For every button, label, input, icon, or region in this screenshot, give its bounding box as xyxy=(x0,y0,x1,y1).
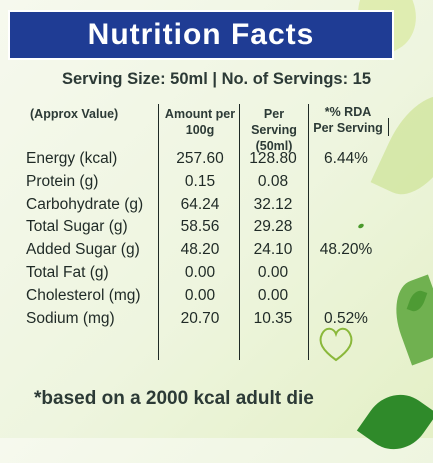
title-banner: Nutrition Facts xyxy=(8,10,394,60)
value-per-serving: 0.08 xyxy=(257,172,289,190)
header-rda: *% RDA Per Serving xyxy=(310,104,386,136)
header-per-100g-line1: Amount per xyxy=(164,107,236,121)
value-per-100g: 64.24 xyxy=(180,195,220,213)
value-per-100g: 0.15 xyxy=(184,172,216,190)
column-divider xyxy=(239,104,241,360)
nutrient-label: Sodium (mg) xyxy=(26,309,115,327)
value-rda: 48.20% xyxy=(319,241,373,259)
column-divider xyxy=(388,118,390,136)
table-row: Carbohydrate (g) 64.24 32.12 xyxy=(0,196,433,218)
value-per-serving: 10.35 xyxy=(253,309,293,327)
value-per-100g: 58.56 xyxy=(180,218,220,236)
header-approx-value: (Approx Value) xyxy=(30,107,119,121)
nutrient-label: Energy (kcal) xyxy=(26,150,118,167)
value-rda: 0.52% xyxy=(324,309,368,327)
value-per-serving: 32.12 xyxy=(253,195,293,213)
value-per-100g: 257.60 xyxy=(176,150,224,167)
header-per-100g-line2: 100g xyxy=(185,123,215,137)
nutrient-label: Total Fat (g) xyxy=(26,264,109,281)
serving-info: Serving Size: 50ml | No. of Servings: 15 xyxy=(61,70,372,88)
value-per-serving: 128.80 xyxy=(249,150,297,167)
header-per-serving: Per Serving (50ml) xyxy=(240,106,308,154)
value-rda: 6.44% xyxy=(324,150,368,167)
value-per-100g: 48.20 xyxy=(180,241,220,259)
value-per-100g: 0.00 xyxy=(184,286,216,304)
value-per-serving: 24.10 xyxy=(253,241,293,259)
value-per-serving: 0.00 xyxy=(257,286,289,304)
table-row: Protein (g) 0.15 0.08 xyxy=(0,173,433,195)
nutrient-label: Added Sugar (g) xyxy=(26,241,140,259)
table-row: Energy (kcal) 257.60 128.80 6.44% xyxy=(0,150,433,172)
nutrient-label: Protein (g) xyxy=(26,172,99,190)
value-per-100g: 20.70 xyxy=(180,309,220,327)
value-per-100g: 0.00 xyxy=(184,264,216,281)
heart-icon xyxy=(319,327,353,362)
table-row: Cholesterol (mg) 0.00 0.00 xyxy=(0,287,433,309)
table-row: Total Sugar (g) 58.56 29.28 xyxy=(0,218,433,240)
table-row: Added Sugar (g) 48.20 24.10 48.20% xyxy=(0,241,433,263)
header-per-100g: Amount per 100g xyxy=(160,106,240,138)
footnote: *based on a 2000 kcal adult die xyxy=(34,388,314,409)
column-divider xyxy=(308,104,310,360)
header-per-serving-line1: Per Serving xyxy=(251,107,297,137)
header-per-serving-line2: (50ml) xyxy=(255,139,293,153)
nutrient-label: Cholesterol (mg) xyxy=(26,286,141,304)
nutrient-label: Total Sugar (g) xyxy=(26,218,128,236)
page-title: Nutrition Facts xyxy=(87,18,315,51)
table-row: Sodium (mg) 20.70 10.35 0.52% xyxy=(0,310,433,332)
value-per-serving: 29.28 xyxy=(253,218,293,236)
column-divider xyxy=(158,104,160,360)
header-rda-line2: Per Serving xyxy=(313,121,383,135)
table-row: Total Fat (g) 0.00 0.00 xyxy=(0,264,433,286)
header-rda-line1: *% RDA xyxy=(324,105,372,119)
value-per-serving: 0.00 xyxy=(257,264,289,281)
decorative-leaf xyxy=(356,381,433,463)
nutrient-label: Carbohydrate (g) xyxy=(26,195,144,213)
